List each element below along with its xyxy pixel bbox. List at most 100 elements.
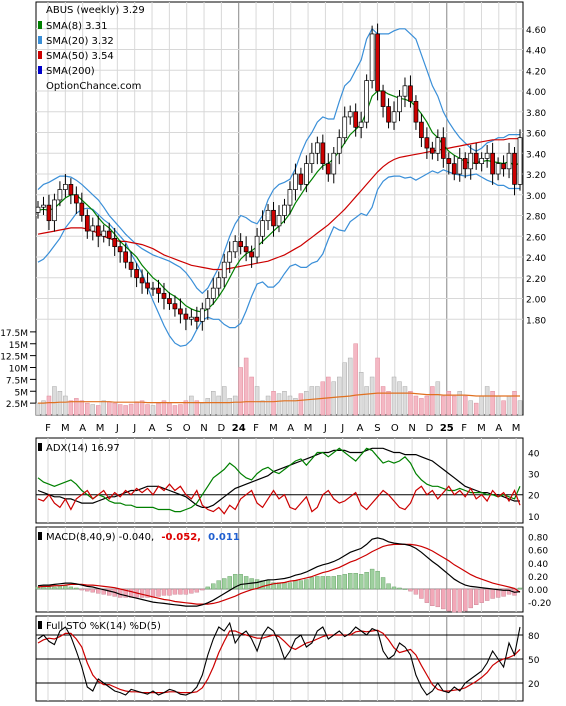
x-tick-label: F [253, 423, 259, 434]
candle-body [183, 313, 189, 320]
volume-bar [200, 402, 205, 416]
adx-tick-label: 20 [528, 492, 540, 502]
volume-tick-label: 5M [15, 388, 29, 398]
macd-swatch [38, 532, 42, 540]
adx-tick-label: 30 [528, 471, 540, 481]
volume-bar [326, 376, 331, 416]
macd-histogram-bar [435, 588, 441, 608]
volume-bar [419, 398, 424, 416]
candle-body [457, 158, 463, 175]
volume-bar [386, 391, 391, 416]
candle-body [386, 106, 391, 123]
volume-bar [282, 391, 287, 416]
volume-bar [106, 401, 112, 416]
price-tick-label: 4.40 [526, 47, 546, 57]
legend-swatch-sma20 [38, 36, 42, 44]
candle-body [41, 204, 46, 208]
macd-tick-label: 0.40 [528, 560, 548, 570]
volume-bar [402, 386, 408, 416]
legend-swatch-sma8 [38, 21, 42, 29]
macd-histogram-bar [495, 588, 501, 598]
volume-bar [353, 343, 358, 416]
volume-bar [375, 357, 380, 416]
candle-body [298, 173, 304, 185]
macd-histogram-bar [107, 588, 112, 596]
volume-bar [46, 395, 52, 416]
legend-swatch-sma200 [38, 66, 42, 74]
bollinger-upper-line [37, 27, 520, 295]
candle-body [462, 158, 468, 170]
macd-histogram-bar [271, 582, 276, 590]
candle-body [216, 277, 222, 289]
volume-bar [490, 391, 495, 416]
volume-bar [358, 372, 364, 416]
volume-bar [243, 357, 249, 416]
volume-bar [254, 386, 260, 416]
volume-bar [221, 386, 227, 416]
macd-tick-label: 0.00 [528, 586, 548, 596]
macd-histogram-bar [364, 572, 369, 590]
volume-bar [506, 395, 512, 416]
candle-body [435, 137, 441, 154]
candle-body [375, 33, 380, 92]
legend-sma50: SMA(50) 3.54 [46, 51, 114, 62]
macd-histogram-bar [189, 588, 194, 594]
x-tick-label: J [115, 423, 119, 434]
volume-tick-label: 15M [9, 341, 28, 351]
symbol-label: ABUS (weekly) 3.29 [46, 5, 145, 16]
candle-body [408, 85, 413, 102]
volume-bar [194, 400, 200, 416]
x-tick-label: F [45, 423, 51, 434]
adx-label: ADX(14) 16.97 [46, 443, 120, 454]
volume-bar [435, 381, 441, 416]
candle-body [446, 158, 452, 164]
volume-bar [128, 403, 134, 416]
macd-histogram-bar [293, 580, 298, 590]
candle-body [342, 116, 348, 139]
candle-body [227, 251, 233, 263]
macd-histogram-bar [452, 588, 457, 613]
stochastic-swatch [38, 621, 42, 629]
candle-body [238, 241, 244, 247]
candle-body [320, 142, 326, 164]
x-tick-label: A [287, 423, 294, 434]
macd-line [37, 537, 521, 607]
volume-bar [380, 386, 386, 416]
volume-bar [408, 391, 413, 416]
candle-body [139, 277, 145, 284]
volume-bar [441, 395, 446, 416]
volume-tick-label: 17.5M [0, 329, 28, 339]
volume-bar [347, 357, 353, 416]
macd-histogram-bar [337, 575, 342, 590]
macd-histogram-bar [473, 588, 479, 605]
price-tick-label: 3.20 [526, 171, 546, 181]
volume-bar [101, 400, 106, 416]
macd-histogram-bar [430, 588, 435, 607]
x-tick-label: A [495, 423, 502, 434]
macd-histogram-bar [96, 588, 101, 594]
volume-bar [276, 393, 282, 416]
adx-swatch [38, 443, 42, 451]
macd-histogram-bar [490, 588, 495, 599]
stochastic-d-line [37, 629, 521, 694]
volume-bar [79, 400, 85, 416]
volume-tick-label: 12.5M [0, 353, 28, 363]
macd-panel: 0.80 0.60 0.40 0.20 0.00 -0.20 MACD(8,40,9) -… [35, 526, 552, 613]
macd-histogram-bar [331, 576, 336, 590]
x-tick-label: 24 [232, 423, 246, 434]
candle-body [391, 111, 397, 123]
candle-body [484, 152, 490, 159]
macd-histogram-bar [194, 588, 200, 593]
price-tick-label: 4.20 [526, 67, 546, 77]
candle-body [440, 137, 446, 159]
x-tick-label: M [269, 423, 278, 434]
volume-bar [63, 395, 68, 416]
volume-bar [205, 398, 211, 416]
macd-histogram-bar [304, 579, 309, 590]
macd-histogram-bar [463, 588, 468, 612]
candle-body [167, 298, 172, 305]
macd-histogram-bar [227, 576, 232, 590]
candle-body [260, 220, 265, 237]
x-tick-label: O [391, 423, 399, 434]
candle-body [468, 152, 474, 170]
